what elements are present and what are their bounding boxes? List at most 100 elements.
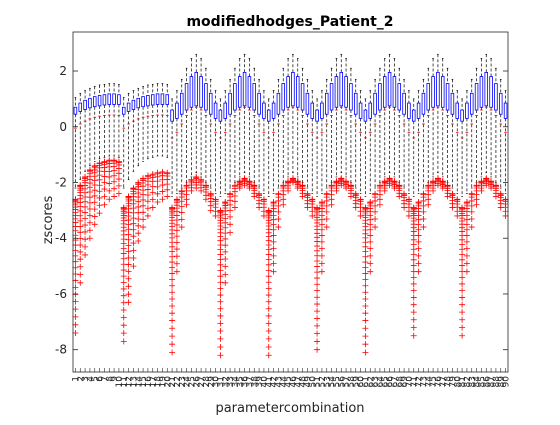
outlier-marker bbox=[120, 338, 127, 345]
outlier-marker bbox=[222, 263, 229, 270]
outlier-marker bbox=[463, 238, 470, 245]
box bbox=[175, 102, 179, 119]
outlier-marker bbox=[111, 167, 118, 174]
outlier-marker bbox=[91, 206, 98, 213]
outlier-marker bbox=[396, 193, 403, 200]
outlier-marker bbox=[275, 202, 282, 209]
outlier-marker bbox=[72, 298, 79, 305]
outlier-marker bbox=[270, 252, 277, 259]
outlier-marker bbox=[111, 178, 118, 185]
outlier-marker bbox=[463, 221, 470, 228]
outlier-marker bbox=[169, 276, 176, 283]
x-axis-label: parametercombination bbox=[215, 401, 364, 416]
box bbox=[252, 83, 257, 111]
outlier-marker bbox=[314, 257, 321, 264]
x-tick-label: 56 bbox=[337, 376, 347, 388]
outlier-marker bbox=[236, 185, 243, 192]
outlier-marker bbox=[173, 233, 180, 240]
outlier-marker bbox=[120, 285, 127, 292]
outliers-56 bbox=[338, 175, 345, 189]
outlier-marker bbox=[227, 221, 234, 228]
outliers-8 bbox=[106, 157, 113, 203]
outlier-marker bbox=[135, 222, 142, 229]
box-plot-57 bbox=[343, 58, 350, 192]
x-tick-label: 66 bbox=[386, 376, 396, 388]
y-tick-label: 2 bbox=[59, 64, 67, 78]
outlier-marker bbox=[96, 202, 103, 209]
outlier-marker bbox=[140, 224, 147, 231]
outlier-marker bbox=[372, 224, 379, 231]
outlier-marker bbox=[135, 230, 142, 237]
box bbox=[78, 102, 83, 112]
outlier-marker bbox=[391, 185, 398, 192]
outlier-marker bbox=[362, 289, 369, 296]
outliers-28 bbox=[202, 182, 209, 203]
outlier-marker bbox=[135, 203, 142, 210]
outlier-marker bbox=[149, 196, 156, 203]
outlier-marker bbox=[420, 215, 427, 222]
box-plot-71 bbox=[410, 98, 417, 339]
box bbox=[160, 93, 165, 105]
box-plot-89 bbox=[497, 79, 504, 211]
outlier-marker bbox=[270, 226, 277, 233]
box-plot-73 bbox=[420, 79, 427, 231]
outliers-6 bbox=[96, 159, 103, 217]
x-tick-label: 19 bbox=[158, 376, 168, 388]
outliers-22 bbox=[173, 196, 180, 275]
box bbox=[112, 93, 116, 105]
box bbox=[266, 109, 271, 122]
outlier-marker bbox=[265, 312, 272, 319]
outlier-marker bbox=[415, 226, 422, 233]
outlier-marker bbox=[217, 343, 224, 350]
box-plot-79 bbox=[449, 79, 456, 211]
outlier-marker bbox=[483, 182, 490, 189]
x-tick-label: 73 bbox=[419, 376, 429, 387]
box bbox=[363, 109, 368, 122]
box-plot-48 bbox=[299, 67, 306, 200]
x-tick-label: 68 bbox=[395, 376, 405, 388]
x-tick-label: 78 bbox=[444, 376, 454, 388]
outlier-marker bbox=[410, 251, 417, 258]
x-tick-label: 48 bbox=[299, 376, 309, 388]
outlier-marker bbox=[265, 256, 272, 263]
x-tick-label: 13 bbox=[129, 376, 139, 387]
x-tick-label: 34 bbox=[231, 376, 241, 388]
outlier-marker bbox=[314, 301, 321, 308]
box-plot-40 bbox=[260, 90, 267, 219]
outlier-marker bbox=[318, 221, 325, 228]
outliers-24 bbox=[183, 182, 190, 208]
box-plot-55 bbox=[333, 58, 340, 194]
outlier-marker bbox=[130, 215, 137, 222]
box bbox=[421, 92, 426, 115]
outlier-marker bbox=[434, 182, 441, 189]
outlier-marker bbox=[173, 239, 180, 246]
outlier-marker bbox=[478, 187, 485, 194]
x-tick-label: 62 bbox=[366, 376, 376, 387]
outliers-58 bbox=[347, 182, 354, 200]
box-plot-52 bbox=[318, 90, 325, 275]
outlier-marker bbox=[144, 198, 151, 205]
x-tick-label: 20 bbox=[163, 376, 173, 388]
outlier-marker bbox=[222, 235, 229, 242]
outlier-marker bbox=[130, 255, 137, 262]
box-plot-80 bbox=[454, 90, 461, 219]
box bbox=[310, 102, 315, 119]
x-tick-label: 12 bbox=[125, 376, 135, 387]
outlier-marker bbox=[183, 196, 190, 203]
box bbox=[465, 102, 469, 119]
outlier-marker bbox=[140, 209, 147, 216]
outlier-marker bbox=[459, 294, 466, 301]
outlier-marker bbox=[318, 245, 325, 252]
outlier-marker bbox=[420, 208, 427, 215]
outlier-marker bbox=[275, 208, 282, 215]
x-tick-label: 39 bbox=[255, 376, 265, 388]
outlier-marker bbox=[410, 262, 417, 269]
x-tick-label: 8 bbox=[105, 376, 115, 382]
outlier-marker bbox=[323, 208, 330, 215]
outlier-marker bbox=[188, 187, 195, 194]
x-tick-label: 7 bbox=[100, 376, 110, 382]
outliers-69 bbox=[401, 190, 408, 211]
box-plot-8 bbox=[106, 83, 113, 203]
x-tick-label: 1 bbox=[71, 376, 81, 382]
